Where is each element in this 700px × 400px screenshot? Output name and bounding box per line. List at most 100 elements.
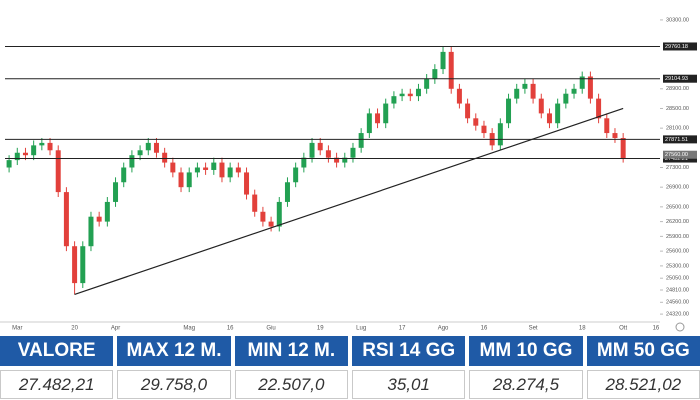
y-tick-label: 25900.00 (666, 234, 689, 240)
candle-body (96, 216, 102, 222)
y-tick-label: 26900.00 (666, 185, 689, 191)
candle-body (317, 142, 323, 151)
y-tick-label: 24320.00 (666, 312, 689, 318)
candle-body (399, 93, 405, 97)
candle-body (301, 157, 307, 168)
candle-body (14, 152, 20, 161)
candle-body (391, 96, 397, 104)
candle-body (325, 150, 331, 158)
candle-body (22, 152, 28, 156)
candle-body (612, 133, 618, 138)
candle-body (407, 93, 413, 97)
x-tick-label: Lug (356, 326, 366, 332)
candle-body (563, 93, 569, 104)
settings-icon[interactable] (675, 322, 685, 332)
level-label: 29104.93 (665, 76, 688, 82)
level-label-box (663, 135, 697, 144)
candle-body (162, 152, 168, 163)
candle-body (366, 113, 372, 134)
candle-body (235, 167, 241, 173)
value-cell: 22.507,0 (234, 370, 348, 399)
header-cell: MM 50 GG (586, 336, 700, 366)
candle-body (358, 133, 364, 148)
candle-body (579, 76, 585, 89)
trendline (74, 107, 624, 295)
value-cell: 27.482,21 (0, 370, 114, 399)
y-tick-label: 25050.00 (666, 276, 689, 282)
header-cell: VALORE (0, 336, 114, 366)
candle-body (530, 83, 536, 99)
candle-body (268, 221, 274, 227)
candle-body (497, 123, 503, 146)
x-tick-label: Set (529, 326, 538, 332)
candle-body (440, 51, 446, 70)
value-cell: 35,01 (352, 370, 466, 399)
header-cell: MM 10 GG (469, 336, 583, 366)
candle-body (244, 172, 250, 195)
candle-body (31, 145, 37, 156)
y-tick-label: 30300.00 (666, 17, 689, 23)
candle-body (375, 113, 381, 124)
x-tick-label: 20 (71, 326, 78, 332)
x-tick-label: 18 (579, 326, 586, 332)
level-label: 27482.21 (665, 156, 688, 162)
header-cell: MIN 12 M. (234, 336, 348, 366)
candle-body (72, 246, 78, 284)
candle-body (571, 88, 577, 94)
x-tick-label: Mar (12, 326, 22, 332)
x-tick-label: Ott (619, 326, 627, 332)
candle-body (473, 118, 479, 126)
price-label: 27560.00 (665, 152, 688, 158)
x-tick-label: 16 (481, 326, 488, 332)
candle-body (55, 150, 61, 193)
y-tick-label: 26200.00 (666, 219, 689, 225)
candle-body (309, 142, 315, 158)
candle-body (113, 182, 119, 202)
candle-body (121, 167, 127, 183)
x-tick-label: Apr (111, 326, 120, 332)
candle-body (276, 201, 282, 227)
x-tick-label: 17 (399, 326, 406, 332)
y-tick-label: 24560.00 (666, 300, 689, 306)
candle-body (555, 103, 561, 124)
level-label: 29760.18 (665, 44, 688, 50)
candle-body (604, 118, 610, 134)
candle-body (145, 142, 151, 151)
x-tick-label: 19 (317, 326, 324, 332)
level-label: 27871.51 (665, 137, 688, 143)
candle-body (546, 113, 552, 124)
candle-body (383, 103, 389, 124)
candle-body (514, 88, 520, 99)
candle-body (227, 167, 233, 178)
y-tick-label: 25600.00 (666, 249, 689, 255)
candle-body (219, 162, 225, 178)
x-tick-label: 16 (227, 326, 234, 332)
candle-body (506, 98, 512, 124)
candle-body (63, 192, 69, 247)
header-cell: MAX 12 M. (117, 336, 231, 366)
candle-body (47, 142, 53, 151)
y-tick-label: 28500.00 (666, 106, 689, 112)
candle-body (424, 78, 430, 89)
candle-body (211, 162, 217, 170)
candle-body (456, 88, 462, 104)
candle-body (432, 69, 438, 79)
level-label-box (663, 74, 697, 83)
y-tick-label: 26500.00 (666, 204, 689, 210)
y-tick-label: 24810.00 (666, 287, 689, 293)
candle-body (334, 157, 340, 163)
x-tick-label: Mag (183, 326, 195, 332)
candle-body (178, 172, 184, 188)
candle-body (170, 162, 176, 173)
candle-body (538, 98, 544, 114)
y-tick-label: 28100.00 (666, 126, 689, 132)
value-cell: 29.758,0 (117, 370, 231, 399)
x-tick-label: Giu (266, 326, 275, 332)
candle-body (80, 246, 86, 284)
candle-body (587, 76, 593, 99)
candle-body (465, 103, 471, 119)
candle-body (448, 51, 454, 89)
y-tick-label: 27300.00 (666, 165, 689, 171)
candle-body (137, 150, 143, 156)
